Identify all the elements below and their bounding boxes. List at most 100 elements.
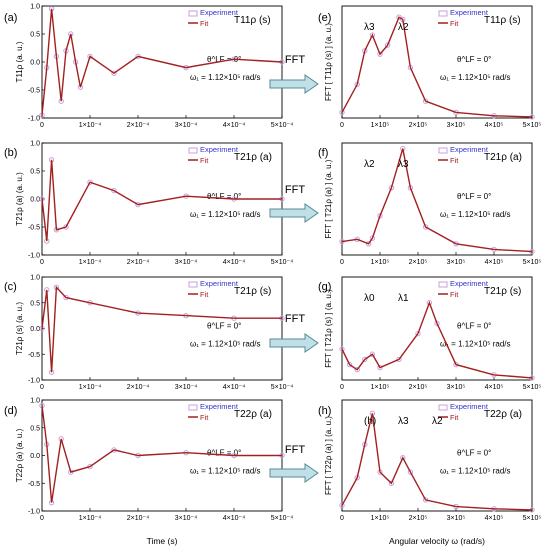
experiment-point xyxy=(362,356,368,363)
fit-line xyxy=(341,413,533,511)
fit-line xyxy=(41,8,283,116)
y-axis-label: T22ρ (a) (a. u.) xyxy=(15,428,24,482)
panel-tag: (e) xyxy=(318,12,331,24)
panel-tag: (d) xyxy=(4,405,17,417)
x-tick-label: 0 xyxy=(340,259,344,266)
experiment-point xyxy=(369,351,376,357)
peak-label: (h) xyxy=(364,416,376,427)
y-tick-label: 0.5 xyxy=(30,425,40,432)
theta-annotation: θ^LF = 0° xyxy=(207,322,241,331)
chart-title: T11ρ (s) xyxy=(234,15,271,26)
legend-experiment-swatch xyxy=(438,281,448,288)
x-tick-label: 1×10⁵ xyxy=(371,122,390,129)
y-tick-label: -0.5 xyxy=(28,352,40,359)
x-tick-label: 3×10⁵ xyxy=(447,515,466,522)
chart-title: T22ρ (a) xyxy=(234,409,272,420)
chart-title: T21ρ (s) xyxy=(234,286,271,297)
y-tick-label: 0.0 xyxy=(30,326,40,333)
x-tick-label: 4×10⁻⁴ xyxy=(223,384,245,391)
x-tick-label: 3×10⁵ xyxy=(447,122,466,129)
x-tick-label: 2×10⁵ xyxy=(409,384,428,391)
y-tick-label: 1.0 xyxy=(30,398,40,405)
x-tick-label: 3×10⁻⁴ xyxy=(175,515,197,522)
legend-experiment-label: Experiment xyxy=(450,145,489,154)
fft-arrow-label: FFT xyxy=(285,313,305,325)
x-tick-label: 2×10⁻⁴ xyxy=(127,259,149,266)
legend-experiment-swatch xyxy=(438,404,448,411)
x-tick-label: 0 xyxy=(40,122,44,129)
panel-tag: (h) xyxy=(318,405,331,417)
legend-experiment-label: Experiment xyxy=(450,8,489,17)
experiment-point xyxy=(396,356,402,363)
chart-panel: (f) 0 1×10⁵ 2×10⁵ 3×10⁵ 4×10⁵ 5×10⁵ FFT [ T21ρ … xyxy=(318,142,542,266)
chart-panel: (c) 0 1×10⁻⁴ 2×10⁻⁴ 3×10⁻⁴ 4×10⁻⁴ 5×10⁻⁴ 1.0 0.5… xyxy=(4,275,293,392)
omega-annotation: ω₁ = 1.12×10⁵ rad/s xyxy=(440,210,511,219)
panel-tag: (f) xyxy=(318,147,328,159)
x-tick-label: 5×10⁵ xyxy=(523,384,542,391)
experiment-point xyxy=(339,502,345,509)
legend-experiment-label: Experiment xyxy=(200,8,239,17)
experiment-point xyxy=(388,480,395,486)
experiment-point xyxy=(377,51,383,57)
fft-arrow xyxy=(269,463,319,483)
fft-arrow-label: FFT xyxy=(285,444,305,456)
theta-annotation: θ^LF = 0° xyxy=(457,192,491,201)
y-tick-label: 0.5 xyxy=(30,300,40,307)
experiment-point xyxy=(426,300,433,306)
left-x-axis-label: Time (s) xyxy=(147,536,178,546)
plot-frame xyxy=(341,5,533,119)
legend-fit-label: Fit xyxy=(450,156,459,165)
legend-experiment-label: Experiment xyxy=(200,145,239,154)
legend-fit-label: Fit xyxy=(200,19,209,28)
x-tick-label: 3×10⁻⁴ xyxy=(175,259,197,266)
legend-experiment-swatch xyxy=(188,281,198,288)
x-tick-label: 2×10⁻⁴ xyxy=(127,122,149,129)
peak-label: λ1 xyxy=(398,293,409,304)
omega-annotation: ω₁ = 1.12×10⁵ rad/s xyxy=(190,210,261,219)
x-tick-label: 2×10⁻⁴ xyxy=(127,515,149,522)
fft-arrow xyxy=(269,333,319,353)
experiment-point xyxy=(87,179,93,185)
x-tick-label: 0 xyxy=(40,384,44,391)
experiment-point xyxy=(339,109,345,116)
x-tick-label: 4×10⁻⁴ xyxy=(223,259,245,266)
theta-annotation: θ^LF = 0° xyxy=(457,449,491,458)
y-tick-label: 1.0 xyxy=(30,141,40,148)
experiment-point xyxy=(369,32,376,38)
x-tick-label: 2×10⁵ xyxy=(409,122,428,129)
experiment-point xyxy=(354,367,360,373)
fit-line xyxy=(341,300,533,379)
y-axis-label: T21ρ (a) (a. u.) xyxy=(15,172,24,226)
legend-fit-label: Fit xyxy=(450,413,459,422)
panel-tag: (c) xyxy=(4,281,17,293)
legend-experiment-swatch xyxy=(438,147,448,154)
x-tick-label: 4×10⁻⁴ xyxy=(223,515,245,522)
x-tick-label: 2×10⁵ xyxy=(409,259,428,266)
fit-line xyxy=(41,405,282,503)
experiment-point xyxy=(384,42,391,48)
chart-title: T21ρ (a) xyxy=(484,152,522,163)
theta-annotation: θ^LF = 0° xyxy=(207,449,241,458)
experiment-point xyxy=(400,455,406,461)
y-tick-label: 1.0 xyxy=(30,4,40,11)
experiment-point xyxy=(365,241,372,247)
experiment-point xyxy=(422,224,429,230)
legend-experiment-swatch xyxy=(438,10,448,17)
panel-tag: (g) xyxy=(318,281,331,293)
experiment-point xyxy=(396,14,402,20)
omega-annotation: ω₁ = 1.12×10⁵ rad/s xyxy=(190,340,261,349)
x-tick-label: 3×10⁵ xyxy=(447,259,466,266)
x-tick-label: 4×10⁵ xyxy=(485,259,504,266)
peak-label: λ3 xyxy=(398,416,409,427)
x-tick-label: 0 xyxy=(340,122,344,129)
x-tick-label: 1×10⁻⁴ xyxy=(79,122,101,129)
x-tick-label: 5×10⁵ xyxy=(523,259,542,266)
x-tick-label: 5×10⁻⁴ xyxy=(271,515,293,522)
legend-experiment-label: Experiment xyxy=(200,402,239,411)
y-tick-label: -1.0 xyxy=(28,116,40,123)
x-tick-label: 0 xyxy=(340,515,344,522)
legend-experiment-swatch xyxy=(188,147,198,154)
experiment-point xyxy=(111,70,117,76)
legend-fit-label: Fit xyxy=(200,156,209,165)
legend-experiment-label: Experiment xyxy=(200,279,239,288)
